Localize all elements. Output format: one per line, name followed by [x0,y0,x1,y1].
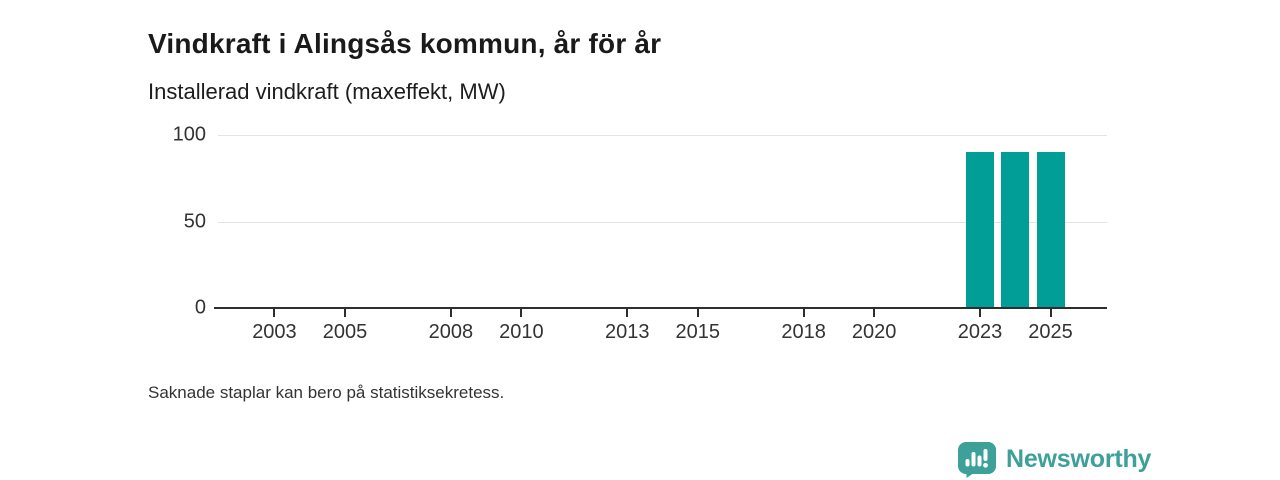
x-axis-tick-2010 [520,309,523,317]
gridline-y-50 [218,221,1107,223]
gridline-y-100 [218,135,1107,136]
x-axis-tick-2008 [449,309,452,317]
plot-area: 0 50 100 2003 2005 2008 2010 2013 2015 2018 2020 20… [173,124,1107,343]
x-axis-label-2010: 2010 [499,321,544,343]
x-axis-tick-2020 [873,309,876,317]
x-axis-tick-2025 [1049,309,1052,317]
chart-subtitle: Installerad vindkraft (maxeffekt, MW) [148,79,506,104]
x-axis-tick-2005 [344,309,346,317]
bar-2024 [1001,152,1030,308]
bar-2025 [1036,152,1065,308]
x-axis-label-2003: 2003 [252,321,297,343]
page-title: Vindkraft i Alingsås kommun, år för år [148,27,662,59]
x-axis-label-2008: 2008 [428,321,474,343]
x-axis-tick-2015 [696,309,699,317]
x-axis-tick-2013 [626,309,629,317]
x-axis-label-2018: 2018 [781,321,826,343]
x-axis-line [214,307,1107,309]
footnote: Saknade staplar kan bero på statistiksek… [148,383,505,402]
x-axis-label-2023: 2023 [957,321,1003,343]
x-axis-label-2020: 2020 [851,321,897,343]
y-axis-label-100: 100 [172,123,206,146]
brand-logo: Newsworthy [957,441,1151,478]
bar-2023 [966,152,994,308]
x-axis-label-2005: 2005 [322,321,368,343]
x-axis-tick-2023 [979,309,981,317]
x-axis-tick-2018 [802,309,805,317]
x-axis-label-2025: 2025 [1028,321,1073,343]
x-axis-label-2015: 2015 [675,321,721,343]
y-axis-label-50: 50 [183,210,206,232]
x-axis-label-2013: 2013 [604,321,650,343]
newsworthy-bar-chart-bubble-icon [958,442,996,478]
y-axis-label-0: 0 [194,296,206,319]
brand-name: Newsworthy [1006,445,1152,473]
x-axis-tick-2003 [273,309,276,317]
